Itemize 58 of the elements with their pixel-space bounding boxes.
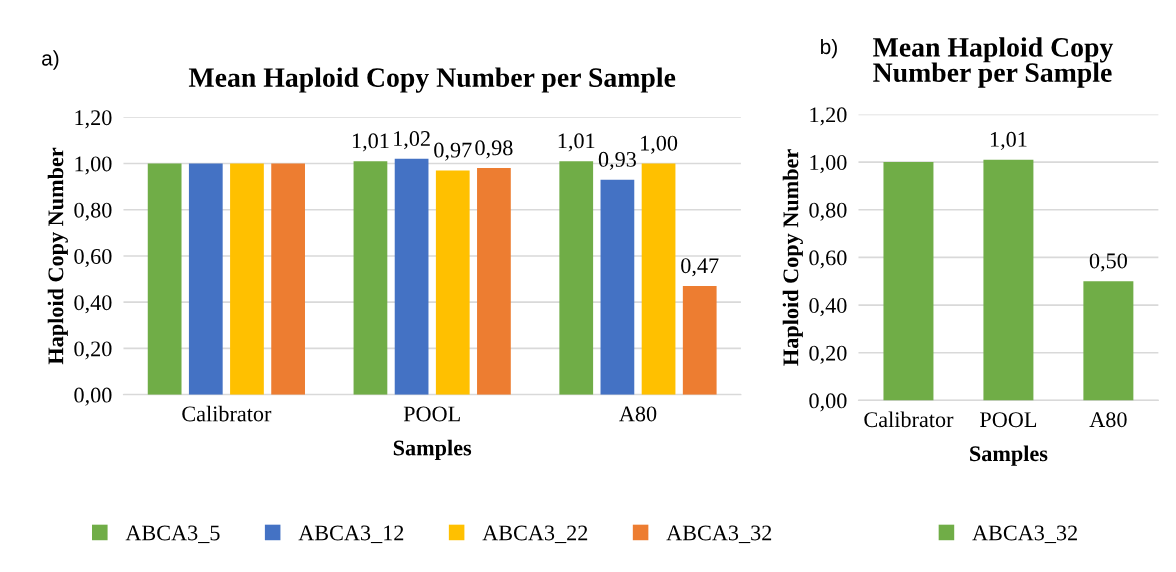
bar	[682, 286, 717, 395]
y-tick-label: 1,00	[75, 156, 112, 175]
bar	[188, 163, 223, 395]
bar	[353, 161, 388, 395]
chart-title: Mean Haploid Copy Number per Sample	[873, 37, 1114, 88]
y-tick-label: 0,40	[74, 295, 112, 314]
bar	[600, 179, 635, 395]
y-tick-label: 0,80	[74, 202, 112, 221]
y-tick-label: 0,80	[809, 202, 847, 221]
data-label: 0,47	[681, 258, 719, 277]
bar	[435, 170, 470, 395]
x-axis-title: Samples	[393, 439, 472, 460]
x-tick-label: POOL	[980, 412, 1037, 428]
legend-label: ABCA3_5	[125, 525, 220, 544]
data-label: 1,01	[990, 131, 1027, 151]
x-tick-label: A80	[1089, 412, 1127, 428]
bar	[271, 163, 305, 395]
x-tick-label: A80	[619, 406, 657, 422]
text: a)	[42, 50, 59, 70]
y-axis-title: Haploid Copy Number	[47, 147, 68, 365]
y-tick-label: 1,20	[75, 110, 112, 129]
data-label: 0,98	[475, 140, 513, 159]
y-tick-label: 0,20	[809, 345, 847, 364]
x-tick-label: Calibrator	[182, 405, 272, 422]
y-tick-label: 1,20	[810, 107, 847, 126]
x-tick-label: Calibrator	[864, 411, 954, 428]
bar	[559, 161, 594, 395]
data-label: 1,01	[558, 133, 595, 152]
data-label: 0,50	[1089, 253, 1127, 272]
y-tick-label: 0,00	[809, 393, 847, 412]
bar	[883, 162, 934, 401]
data-label: 1,00	[641, 135, 678, 154]
text: b)	[821, 38, 837, 59]
bar	[394, 158, 429, 395]
data-label: 0,97	[434, 142, 472, 161]
x-axis-title: Samples	[970, 445, 1048, 466]
legend-label: ABCA3_12	[298, 525, 404, 544]
legend-label: ABCA3_32	[972, 525, 1077, 544]
legend-label: ABCA3_22	[482, 525, 588, 544]
bar	[147, 163, 182, 395]
y-tick-label: 0,60	[74, 248, 112, 268]
data-label: 1,01	[352, 133, 389, 152]
data-label: 0,93	[598, 151, 636, 171]
bar	[983, 159, 1034, 401]
legend-label: ABCA3_32	[666, 525, 772, 544]
data-label: 1,02	[394, 131, 430, 150]
bar	[1083, 281, 1134, 401]
x-tick-label: POOL	[403, 406, 460, 422]
y-tick-label: 0,00	[74, 387, 112, 406]
chart-title: Mean Haploid Copy Number per Sample	[188, 67, 676, 93]
y-tick-label: 0,20	[74, 341, 112, 360]
bar	[230, 163, 264, 395]
y-tick-label: 0,40	[809, 298, 847, 317]
y-axis-title: Haploid Copy Number	[782, 149, 803, 366]
y-tick-label: 1,00	[810, 155, 847, 174]
bar	[641, 163, 676, 395]
bar	[477, 168, 511, 395]
y-tick-label: 0,60	[809, 250, 847, 269]
